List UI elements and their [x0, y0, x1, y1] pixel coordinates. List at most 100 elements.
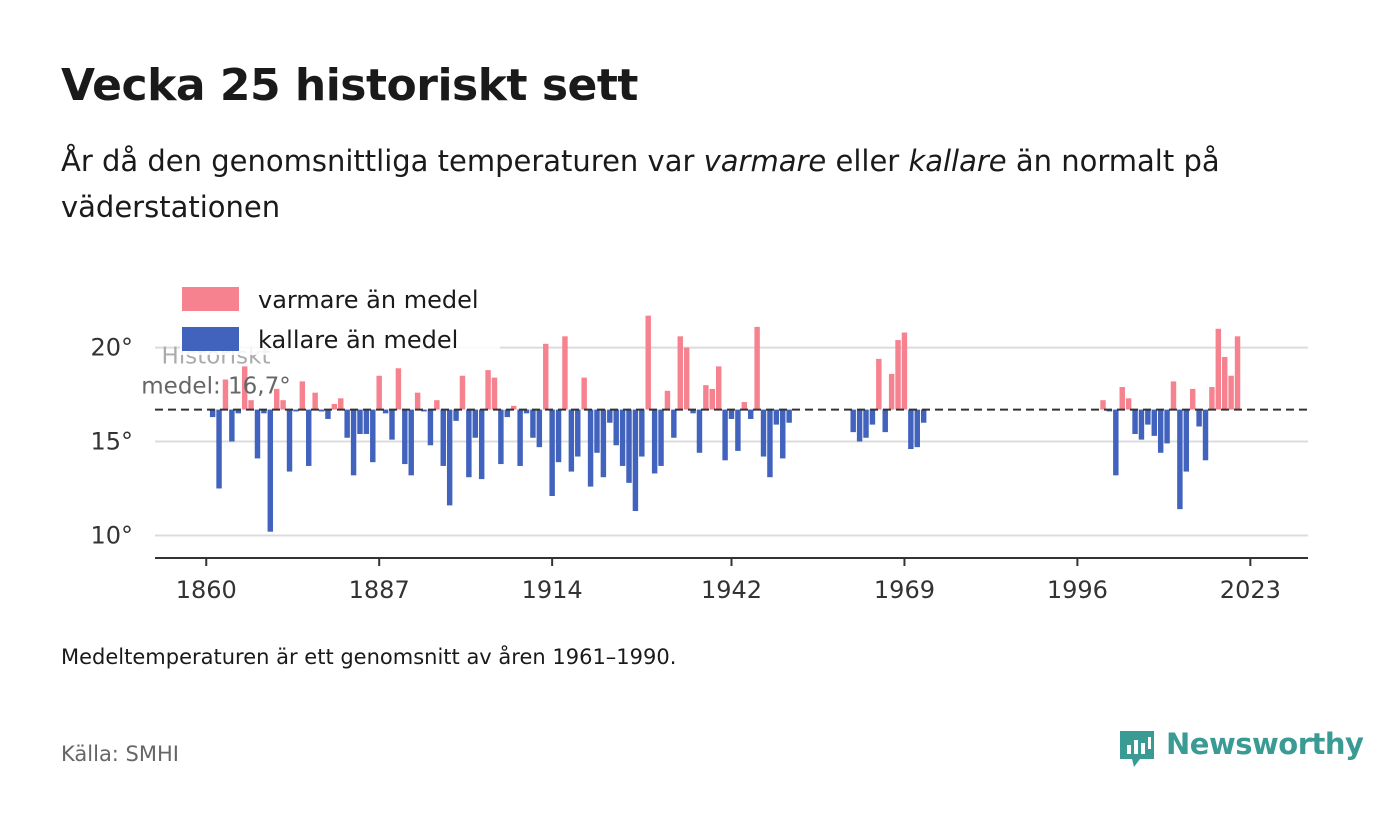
bar-warm	[754, 326, 760, 410]
bar-cold	[1183, 409, 1190, 472]
bar-cold	[382, 409, 389, 414]
bar-cold	[1132, 409, 1138, 434]
bar-cold	[478, 409, 485, 480]
bar-cold	[671, 409, 677, 438]
subtitle-text-3: än normalt på väderstationen	[61, 144, 1220, 224]
bar-cold	[613, 409, 619, 446]
bar-cold	[421, 409, 427, 412]
bar-cold	[389, 409, 395, 440]
bar-cold	[619, 409, 626, 466]
bar-cold	[651, 409, 658, 474]
bar-warm	[901, 332, 908, 410]
bar-warm	[562, 336, 568, 410]
bar-cold	[773, 409, 780, 425]
bar-cold	[696, 409, 703, 453]
bar-warm	[709, 388, 716, 410]
bar-cold	[1157, 409, 1164, 453]
temperature-chart: 1860 1887 1914 1942 1969 1996 2023 10° 15° 20° H…	[0, 270, 1400, 610]
bar-cold	[1202, 409, 1209, 461]
brand-name: Newsworthy	[1166, 727, 1364, 761]
bar-warm	[741, 402, 748, 410]
bar-cold	[690, 409, 696, 414]
bar-cold	[607, 409, 613, 423]
subtitle-cold-word: kallare	[908, 144, 1007, 178]
bar-cold	[286, 409, 293, 472]
legend-swatch-warm	[182, 287, 239, 311]
bar-warm	[1228, 375, 1234, 410]
bar-cold	[850, 409, 856, 433]
bar-cold	[920, 409, 927, 423]
bar-cold	[568, 409, 575, 472]
bar-cold	[760, 409, 767, 457]
bar-cold	[402, 409, 408, 465]
bar-cold	[1196, 409, 1202, 427]
chart-svg: 1860 1887 1914 1942 1969 1996 2023 10°15°20° H…	[90, 286, 1308, 604]
page-title: Vecka 25 historiskt sett	[61, 60, 638, 111]
bar-cold	[735, 409, 741, 451]
bar-warm	[683, 347, 690, 410]
bar-cold	[408, 409, 414, 476]
bar-cold	[216, 409, 222, 489]
bar-cold	[536, 409, 543, 448]
bars-layer	[209, 315, 1241, 532]
legend-label-warm: varmare än medel	[258, 286, 479, 314]
x-tick-label: 1942	[701, 576, 762, 604]
bar-cold	[600, 409, 607, 478]
bar-warm	[299, 381, 306, 410]
bar-cold	[504, 409, 511, 418]
y-tick-label: 20°	[90, 334, 133, 362]
bar-cold	[1145, 409, 1151, 425]
bar-cold	[254, 409, 261, 459]
bar-cold	[325, 409, 331, 419]
legend-label-cold: kallare än medel	[258, 326, 458, 354]
brand-logo: Newsworthy	[1118, 727, 1364, 773]
bar-cold	[498, 409, 504, 465]
bar-cold	[229, 409, 235, 442]
subtitle-text-2: eller	[826, 144, 909, 178]
bar-cold	[786, 409, 792, 423]
bar-cold	[472, 409, 479, 438]
bar-warm	[248, 400, 254, 410]
y-tick-label: 15°	[90, 428, 133, 456]
bar-warm	[888, 373, 895, 410]
bar-cold	[555, 409, 562, 463]
bar-warm	[1100, 400, 1106, 410]
bar-warm	[1119, 387, 1125, 410]
bar-cold	[453, 409, 459, 421]
bar-cold	[549, 409, 555, 496]
bar-warm	[581, 377, 587, 410]
bar-cold	[1113, 409, 1119, 476]
bar-cold	[318, 409, 325, 412]
bar-cold	[728, 409, 735, 419]
y-ticks: 10° 15° 20°	[90, 334, 133, 550]
bar-cold	[306, 409, 312, 466]
source-text: Källa: SMHI	[61, 742, 179, 766]
bar-warm	[1215, 328, 1222, 410]
bar-cold	[370, 409, 376, 463]
bar-cold	[1138, 409, 1145, 440]
bar-warm	[241, 366, 248, 410]
bar-warm	[331, 403, 338, 410]
page-subtitle: År då den genomsnittliga temperaturen va…	[61, 138, 1291, 230]
newsworthy-logo-icon	[1120, 731, 1154, 767]
bar-warm	[703, 385, 709, 410]
bar-cold	[357, 409, 363, 434]
subtitle-text-1: År då den genomsnittliga temperaturen va…	[61, 144, 704, 178]
bar-cold	[594, 409, 600, 453]
bar-warm	[414, 392, 421, 410]
bar-cold	[1151, 409, 1157, 436]
bar-warm	[1222, 356, 1228, 410]
bar-warm	[895, 340, 901, 410]
x-ticks: 1860 1887 1914 1942 1969 1996 2023	[176, 558, 1281, 604]
bar-cold	[446, 409, 453, 506]
grid-layer	[155, 346, 1308, 537]
bar-cold	[466, 409, 472, 478]
bar-cold	[626, 409, 632, 483]
bar-cold	[767, 409, 773, 478]
bar-warm	[459, 375, 466, 410]
bar-cold	[523, 409, 530, 414]
bar-warm	[485, 370, 491, 410]
bar-cold	[344, 409, 350, 438]
bar-cold	[517, 409, 523, 466]
bar-warm	[395, 368, 402, 410]
